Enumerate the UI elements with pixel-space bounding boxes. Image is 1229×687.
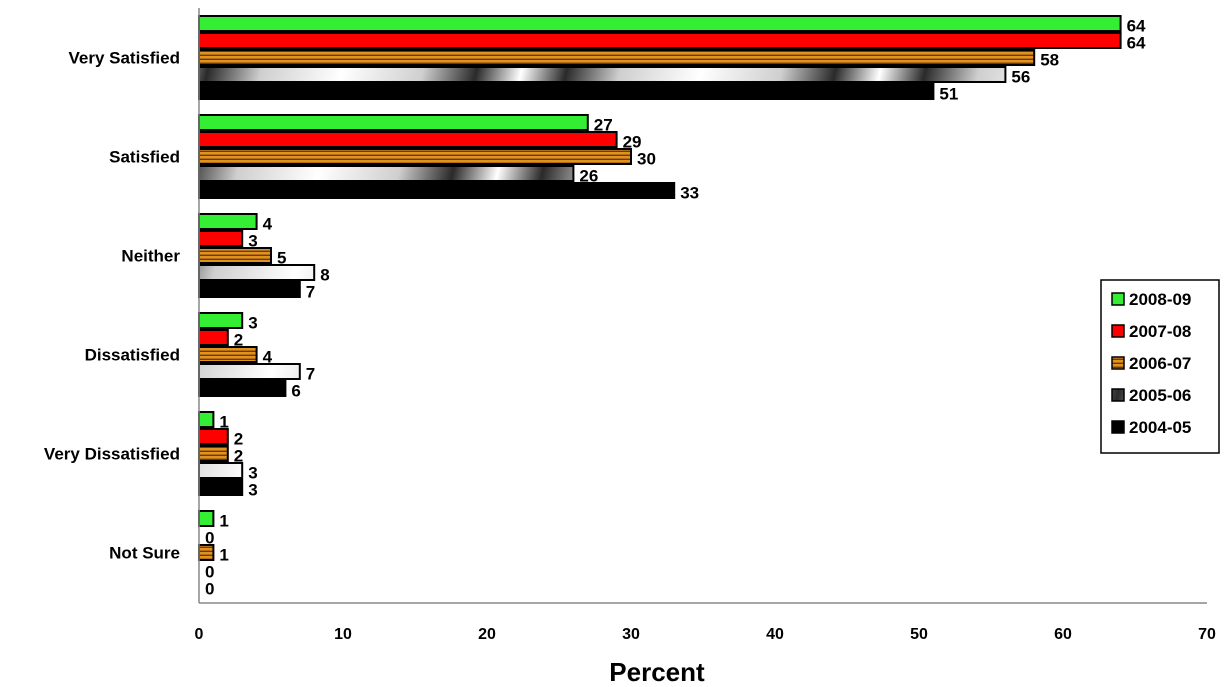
x-tick-label-0: 0 xyxy=(195,626,204,643)
category-label-very-dissatisfied: Very Dissatisfied xyxy=(44,445,180,464)
legend-label-2006-07: 2006-07 xyxy=(1129,354,1191,373)
bar-very-dissatisfied-2004-05 xyxy=(198,479,244,496)
bar-dissatisfied-2004-05 xyxy=(198,380,287,397)
value-label-not-sure-2004-05: 0 xyxy=(205,580,214,599)
legend-swatch-2005-06 xyxy=(1111,388,1125,402)
x-tick-label-20: 20 xyxy=(478,626,496,643)
value-label-satisfied-2008-09: 27 xyxy=(594,116,613,135)
x-tick-label-30: 30 xyxy=(622,626,640,643)
bar-satisfied-2004-05 xyxy=(198,182,676,199)
bar-very-dissatisfied-2008-09 xyxy=(198,411,215,428)
value-label-neither-2006-07: 5 xyxy=(277,249,286,268)
bar-dissatisfied-2008-09 xyxy=(198,312,244,329)
x-tick-label-40: 40 xyxy=(766,626,784,643)
legend: 2008-09 2007-08 2006-07 2005-06 2004-05 xyxy=(1100,279,1220,454)
x-tick-label-60: 60 xyxy=(1054,626,1072,643)
bar-neither-2005-06 xyxy=(198,264,316,281)
value-label-satisfied-2006-07: 30 xyxy=(637,150,656,169)
value-label-satisfied-2007-08: 29 xyxy=(623,133,642,152)
x-tick-label-70: 70 xyxy=(1198,626,1216,643)
legend-swatch-2006-07 xyxy=(1111,356,1125,370)
bar-neither-2004-05 xyxy=(198,281,301,298)
value-label-satisfied-2005-06: 26 xyxy=(579,167,598,186)
legend-label-2008-09: 2008-09 xyxy=(1129,290,1191,309)
bar-neither-2006-07 xyxy=(198,247,272,264)
legend-label-2005-06: 2005-06 xyxy=(1129,386,1191,405)
value-label-very-dissatisfied-2007-08: 2 xyxy=(234,430,243,449)
value-label-very-satisfied-2006-07: 58 xyxy=(1040,51,1059,70)
category-label-dissatisfied: Dissatisfied xyxy=(85,346,180,365)
value-label-very-dissatisfied-2004-05: 3 xyxy=(248,481,257,500)
value-label-very-satisfied-2005-06: 56 xyxy=(1011,68,1030,87)
value-label-neither-2005-06: 8 xyxy=(320,266,329,285)
bar-very-dissatisfied-2006-07 xyxy=(198,445,229,462)
bar-satisfied-2006-07 xyxy=(198,148,632,165)
legend-swatch-2007-08 xyxy=(1111,324,1125,338)
value-label-not-sure-2008-09: 1 xyxy=(219,512,228,531)
value-label-dissatisfied-2004-05: 6 xyxy=(291,382,300,401)
value-label-very-dissatisfied-2008-09: 1 xyxy=(219,413,228,432)
value-label-very-satisfied-2004-05: 51 xyxy=(939,85,958,104)
bar-satisfied-2007-08 xyxy=(198,131,618,148)
x-tick-label-10: 10 xyxy=(334,626,352,643)
value-label-satisfied-2004-05: 33 xyxy=(680,184,699,203)
bar-very-satisfied-2007-08 xyxy=(198,32,1122,49)
bar-satisfied-2008-09 xyxy=(198,114,589,131)
value-label-dissatisfied-2005-06: 7 xyxy=(306,365,315,384)
value-label-very-dissatisfied-2005-06: 3 xyxy=(248,464,257,483)
bar-dissatisfied-2007-08 xyxy=(198,329,229,346)
bar-dissatisfied-2006-07 xyxy=(198,346,258,363)
x-axis-title: Percent xyxy=(609,657,705,687)
bar-very-satisfied-2004-05 xyxy=(198,83,935,100)
bar-very-satisfied-2005-06 xyxy=(198,66,1007,83)
bar-dissatisfied-2005-06 xyxy=(198,363,301,380)
value-label-neither-2007-08: 3 xyxy=(248,232,257,251)
legend-label-2004-05: 2004-05 xyxy=(1129,418,1191,437)
legend-swatch-2004-05 xyxy=(1111,420,1125,434)
bar-very-satisfied-2006-07 xyxy=(198,49,1036,66)
value-label-dissatisfied-2008-09: 3 xyxy=(248,314,257,333)
axes-layer: 0 10 20 30 40 50 60 70 xyxy=(195,8,1216,643)
legend-label-2007-08: 2007-08 xyxy=(1129,322,1191,341)
value-label-dissatisfied-2007-08: 2 xyxy=(234,331,243,350)
category-label-very-satisfied: Very Satisfied xyxy=(68,49,180,68)
category-label-neither: Neither xyxy=(121,247,180,266)
bars-layer xyxy=(198,15,1122,561)
bar-satisfied-2005-06 xyxy=(198,165,575,182)
bar-neither-2008-09 xyxy=(198,213,258,230)
value-label-not-sure-2007-08: 0 xyxy=(205,529,214,548)
value-label-neither-2004-05: 7 xyxy=(306,283,315,302)
legend-swatch-2008-09 xyxy=(1111,292,1125,306)
value-label-not-sure-2006-07: 1 xyxy=(219,546,228,565)
x-tick-label-50: 50 xyxy=(910,626,928,643)
category-label-not-sure: Not Sure xyxy=(109,544,180,563)
category-label-satisfied: Satisfied xyxy=(109,148,180,167)
bar-neither-2007-08 xyxy=(198,230,244,247)
value-label-very-dissatisfied-2006-07: 2 xyxy=(234,447,243,466)
value-label-neither-2008-09: 4 xyxy=(263,215,273,234)
bar-very-satisfied-2008-09 xyxy=(198,15,1122,32)
value-label-very-satisfied-2008-09: 64 xyxy=(1127,17,1146,36)
category-labels: Very Satisfied Satisfied Neither Dissatisfi… xyxy=(44,49,180,563)
value-label-very-satisfied-2007-08: 64 xyxy=(1127,34,1146,53)
bar-not-sure-2008-09 xyxy=(198,510,215,527)
value-label-dissatisfied-2006-07: 4 xyxy=(263,348,273,367)
value-label-not-sure-2005-06: 0 xyxy=(205,563,214,582)
